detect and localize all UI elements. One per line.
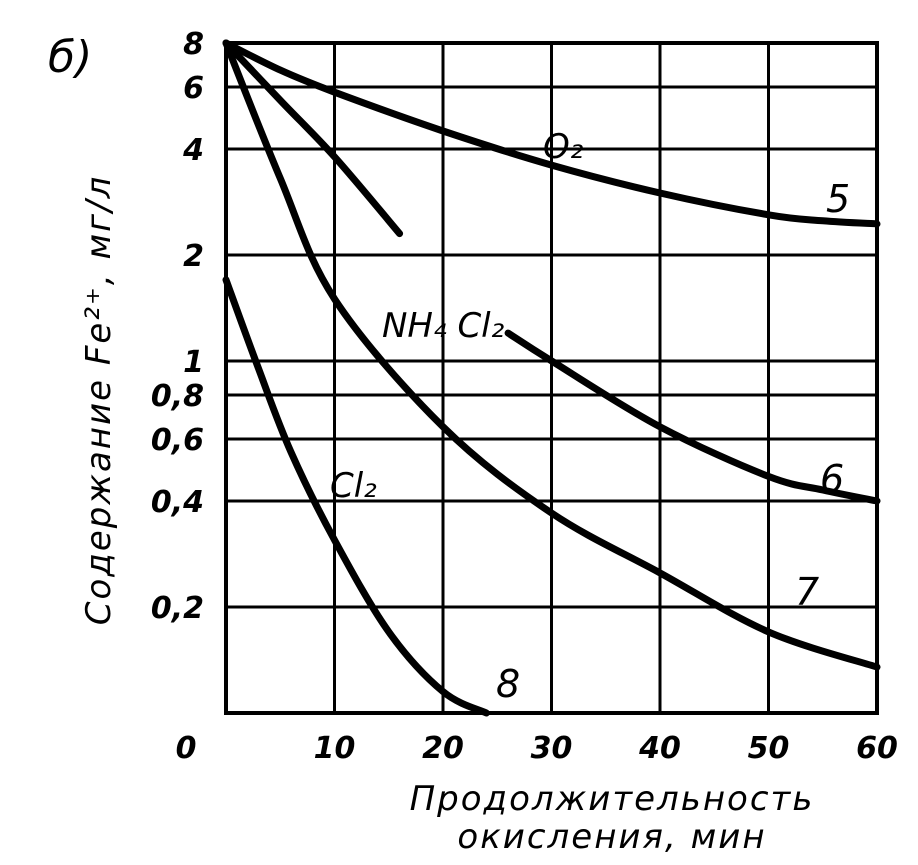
y-tick-label: 4	[182, 133, 204, 168]
y-tick-label: 0,8	[151, 379, 204, 414]
x-tick-label: 0	[176, 731, 197, 766]
y-tick-label: 6	[183, 71, 204, 106]
y-tick-label: 0,2	[151, 591, 204, 626]
x-tick-label: 10	[314, 731, 356, 766]
x-tick-label: 60	[856, 731, 898, 766]
series-line-unnumbered-1	[222, 39, 404, 238]
y-tick-label: 0,6	[151, 423, 204, 458]
x-tick-labels: 0 10 20 30 40 50 60	[176, 731, 898, 766]
series-label-o2: O₂	[543, 127, 584, 167]
series-line-8	[222, 276, 490, 717]
curve-number-5: 5	[826, 177, 850, 221]
x-axis-title-line1: Продолжительность	[410, 779, 815, 819]
x-tick-label: 40	[638, 731, 681, 766]
x-tick-label: 20	[422, 731, 464, 766]
plot-frame	[224, 41, 879, 715]
y-tick-label: 1	[183, 345, 204, 380]
grid-lines	[226, 43, 877, 713]
curve-number-6: 6	[820, 457, 844, 501]
series-line-5	[222, 39, 881, 228]
curve-number-8: 8	[496, 662, 520, 706]
series-line-6	[504, 329, 881, 505]
series-line-7	[222, 39, 881, 671]
panel-label: б)	[48, 32, 92, 83]
y-axis-title: Содержание Fe²⁺, мг/л	[79, 175, 119, 625]
y-tick-label: 0,4	[151, 485, 204, 520]
x-tick-label: 30	[531, 731, 573, 766]
curve-number-7: 7	[795, 570, 819, 614]
x-tick-label: 50	[748, 731, 790, 766]
series-label-nh4cl2: NH₄ Cl₂	[382, 306, 505, 346]
y-tick-label: 8	[183, 27, 204, 62]
y-tick-label: 2	[183, 239, 204, 274]
y-tick-labels: 8 6 4 2 10,8 0,6 0,4 0,2	[151, 27, 204, 626]
x-axis-title-line2: окисления, мин	[457, 817, 766, 857]
series-label-cl2: Cl₂	[330, 466, 377, 506]
curves	[222, 39, 881, 717]
